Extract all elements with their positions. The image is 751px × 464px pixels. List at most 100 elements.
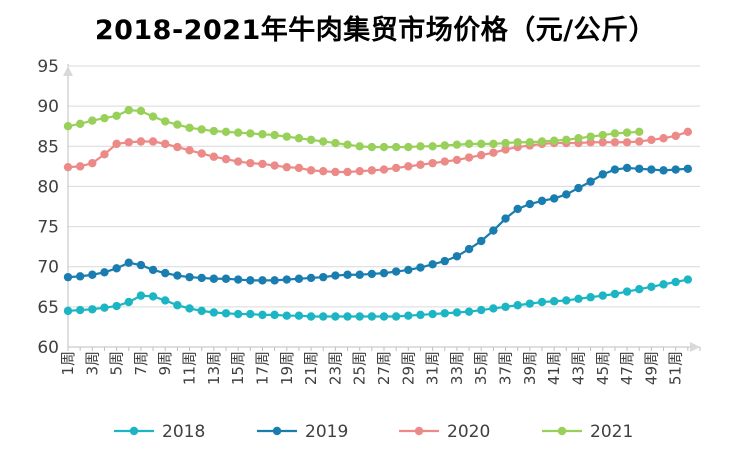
data-point-2018 — [367, 312, 377, 321]
data-point-2018 — [440, 309, 449, 318]
data-point-2018 — [671, 277, 680, 287]
data-point-2019 — [574, 183, 583, 193]
data-point-2020 — [282, 162, 291, 172]
series-line-2018 — [67, 278, 689, 318]
data-point-2021 — [355, 142, 364, 151]
legend-marker — [414, 426, 424, 436]
data-point-2019 — [513, 204, 522, 214]
x-tick-label: 13周 — [205, 351, 223, 385]
data-point-2018 — [489, 304, 498, 313]
data-point-2019 — [258, 276, 267, 285]
data-point-2020 — [489, 148, 498, 157]
data-point-2019 — [124, 258, 133, 267]
y-tick-label: 75 — [37, 218, 59, 238]
series-line-2020 — [67, 130, 689, 174]
data-point-2019 — [477, 236, 486, 246]
data-point-2018 — [586, 293, 595, 302]
data-point-2021 — [161, 117, 170, 126]
x-tick-label: 25周 — [351, 351, 369, 385]
series-lines — [63, 105, 693, 321]
data-point-2021 — [635, 127, 644, 137]
data-point-2021 — [501, 138, 510, 148]
data-point-2021 — [63, 122, 73, 131]
data-point-2020 — [391, 163, 401, 173]
data-point-2019 — [598, 170, 607, 179]
data-point-2018 — [622, 287, 632, 296]
data-point-2020 — [343, 167, 352, 177]
data-point-2018 — [319, 312, 328, 321]
x-tick-label: 49周 — [642, 351, 660, 385]
legend-marker — [129, 426, 139, 436]
data-point-2020 — [610, 138, 620, 147]
data-point-2020 — [294, 163, 304, 173]
data-point-2021 — [258, 130, 267, 139]
data-point-2018 — [404, 311, 413, 320]
data-point-2021 — [416, 142, 425, 151]
data-point-2018 — [246, 309, 255, 319]
data-point-2021 — [379, 142, 389, 152]
data-point-2021 — [233, 128, 243, 137]
x-tick-label: 45周 — [594, 351, 612, 385]
legend-label: 2021 — [590, 422, 633, 442]
data-point-2018 — [282, 311, 291, 320]
y-tick-label: 95 — [37, 57, 59, 77]
data-point-2019 — [185, 272, 194, 282]
gridlines — [68, 65, 700, 308]
data-point-2021 — [124, 105, 133, 115]
data-point-2020 — [635, 137, 644, 146]
data-point-2018 — [416, 310, 425, 320]
data-point-2018 — [63, 306, 73, 316]
series-2021 — [63, 105, 644, 152]
data-point-2019 — [197, 273, 206, 283]
x-tick-label: 17周 — [253, 351, 271, 385]
data-point-2018 — [610, 289, 620, 299]
data-point-2018 — [659, 280, 668, 289]
data-point-2021 — [574, 134, 583, 143]
data-point-2020 — [671, 131, 680, 141]
data-point-2019 — [671, 165, 680, 174]
data-point-2020 — [124, 138, 133, 147]
data-point-2019 — [452, 252, 462, 261]
data-point-2018 — [635, 284, 644, 294]
data-point-2021 — [136, 106, 146, 116]
y-tick-label: 85 — [37, 137, 59, 157]
y-tick-label: 60 — [37, 338, 59, 358]
data-point-2019 — [233, 275, 243, 284]
data-point-2019 — [331, 271, 340, 280]
data-point-2021 — [112, 111, 121, 120]
data-point-2019 — [379, 268, 389, 278]
x-tick-label: 29周 — [399, 351, 417, 385]
x-tick-label: 11周 — [181, 351, 199, 385]
data-point-2019 — [549, 194, 559, 203]
data-point-2019 — [343, 270, 352, 279]
data-point-2019 — [306, 273, 316, 283]
y-tick-label: 80 — [37, 177, 59, 197]
data-point-2019 — [100, 268, 109, 277]
data-point-2021 — [282, 132, 291, 141]
x-tick-label: 43周 — [569, 351, 587, 385]
data-point-2020 — [659, 134, 668, 143]
legend-item-2020: 2020 — [399, 422, 490, 442]
data-point-2019 — [270, 276, 279, 285]
data-point-2021 — [246, 129, 255, 138]
data-point-2018 — [294, 311, 304, 320]
data-point-2019 — [489, 226, 498, 235]
data-point-2018 — [355, 312, 364, 321]
data-point-2021 — [622, 128, 632, 137]
data-point-2021 — [391, 142, 401, 152]
data-point-2021 — [404, 142, 413, 152]
series-2018 — [63, 275, 693, 321]
data-point-2021 — [197, 125, 206, 134]
data-point-2019 — [440, 256, 449, 266]
data-point-2019 — [683, 164, 693, 173]
x-axis-ticks: 1周 3周 5周 7周 9周 11周 13周 15周 17周 19周 21周 23周 25周 27周 29周… — [59, 351, 685, 385]
data-point-2018 — [306, 312, 316, 321]
data-point-2019 — [148, 265, 158, 275]
data-point-2018 — [161, 296, 170, 305]
data-point-2018 — [148, 292, 158, 301]
data-point-2021 — [148, 112, 158, 121]
data-point-2019 — [63, 272, 73, 282]
data-point-2019 — [416, 263, 425, 272]
data-point-2020 — [75, 162, 85, 171]
data-point-2021 — [452, 140, 462, 149]
